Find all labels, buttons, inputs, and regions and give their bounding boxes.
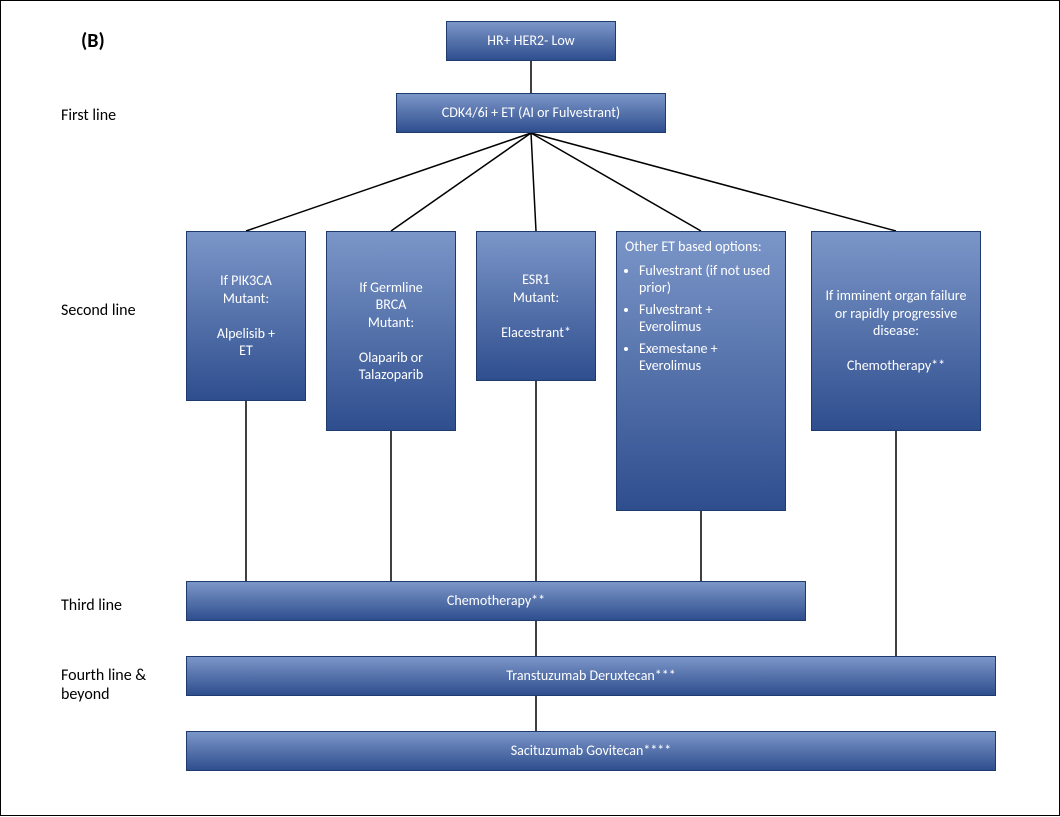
node-root: HR+ HER2- Low <box>446 21 616 61</box>
node-second-pik3ca: If PIK3CAMutant:Alpelisib +ET <box>186 231 306 401</box>
row-label-fourth: Fourth line & beyond <box>61 666 181 704</box>
row-label-first: First line <box>61 106 116 125</box>
node-second-chemo: If imminent organ failure or rapidly pro… <box>811 231 981 431</box>
flowchart-canvas: (B) First line Second line Third line Fo… <box>0 0 1060 816</box>
node-fourth-tdxd: Transtuzumab Deruxtecan*** <box>186 656 996 696</box>
panel-label: (B) <box>81 29 105 53</box>
row-label-third: Third line <box>61 596 122 615</box>
node-second-other-et: Other ET based options:Fulvestrant (if n… <box>616 231 786 511</box>
node-first-line: CDK4/6i + ET (AI or Fulvestrant) <box>396 93 666 133</box>
node-second-esr1: ESR1Mutant:Elacestrant* <box>476 231 596 381</box>
node-third-chemo: Chemotherapy** <box>186 581 806 621</box>
node-second-brca: If GermlineBRCAMutant:Olaparib orTalazop… <box>326 231 456 431</box>
row-label-second: Second line <box>61 301 136 320</box>
node-fourth-sg: Sacituzumab Govitecan**** <box>186 731 996 771</box>
